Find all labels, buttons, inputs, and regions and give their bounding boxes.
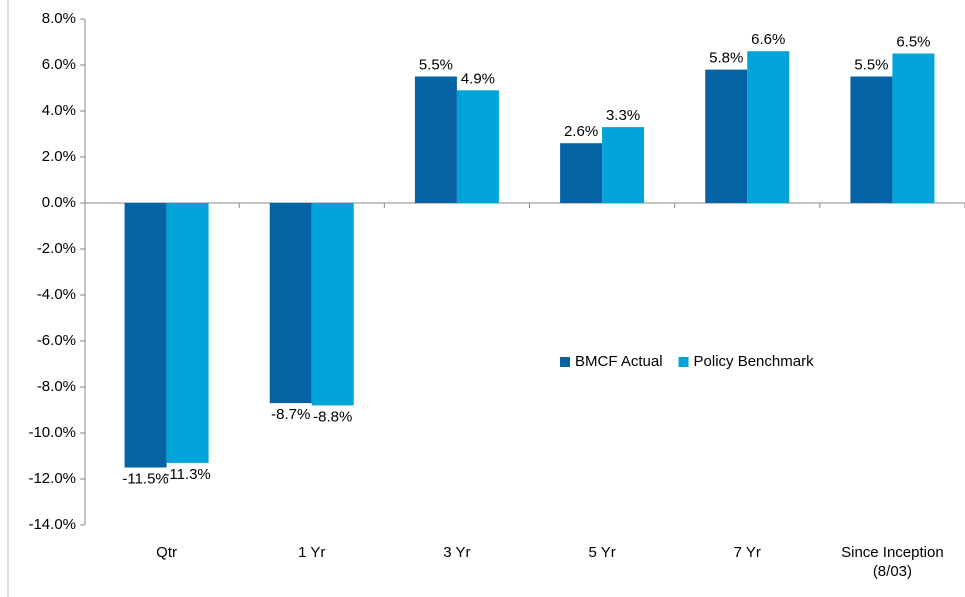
data-label: 2.6%: [564, 123, 598, 140]
x-tick-label: 1 Yr: [298, 544, 326, 561]
data-label: 6.6%: [751, 31, 785, 48]
data-label: 5.8%: [709, 50, 743, 67]
y-tick-label: 2.0%: [42, 148, 76, 165]
bar: [311, 203, 354, 406]
y-tick-label: 4.0%: [42, 102, 76, 119]
y-tick-label: -10.0%: [28, 424, 76, 441]
y-tick-label: -6.0%: [37, 332, 76, 349]
bar: [166, 203, 209, 463]
x-tick-label: Since Inception (8/03): [841, 544, 944, 580]
data-label: 4.9%: [461, 70, 495, 87]
bar: [269, 203, 312, 404]
y-tick-label: -12.0%: [28, 470, 76, 487]
data-label: 5.5%: [419, 56, 453, 73]
data-label: 6.5%: [896, 33, 930, 50]
x-tick-label: 7 Yr: [733, 544, 761, 561]
legend-swatch: [560, 357, 570, 367]
bar: [850, 76, 893, 203]
x-tick-label: Qtr: [156, 544, 177, 561]
data-label: -11.5%: [122, 470, 168, 487]
y-tick-label: 6.0%: [42, 56, 76, 73]
y-tick-label: -8.0%: [37, 378, 76, 395]
bar: [560, 143, 603, 203]
data-label: -11.3%: [164, 466, 210, 483]
data-label: -8.7%: [271, 406, 310, 423]
data-label: -8.8%: [313, 408, 352, 425]
data-label: 3.3%: [606, 107, 640, 124]
data-label: 5.5%: [854, 56, 888, 73]
legend-swatch: [678, 357, 689, 367]
legend-label: BMCF Actual: [575, 353, 663, 370]
y-tick-label: -4.0%: [37, 286, 76, 303]
y-tick-label: 0.0%: [42, 194, 76, 211]
bar: [747, 51, 790, 204]
bar: [456, 90, 499, 203]
legend-label: Policy Benchmark: [694, 353, 815, 370]
y-tick-label: -2.0%: [37, 240, 76, 257]
y-tick-label: 8.0%: [42, 10, 76, 27]
x-tick-label: 3 Yr: [443, 544, 471, 561]
bar: [602, 127, 645, 203]
bar: [124, 203, 167, 468]
bar: [414, 76, 457, 203]
x-tick-label: 5 Yr: [588, 544, 616, 561]
bar: [892, 53, 935, 203]
y-tick-label: -14.0%: [28, 516, 76, 533]
bar: [705, 69, 748, 203]
